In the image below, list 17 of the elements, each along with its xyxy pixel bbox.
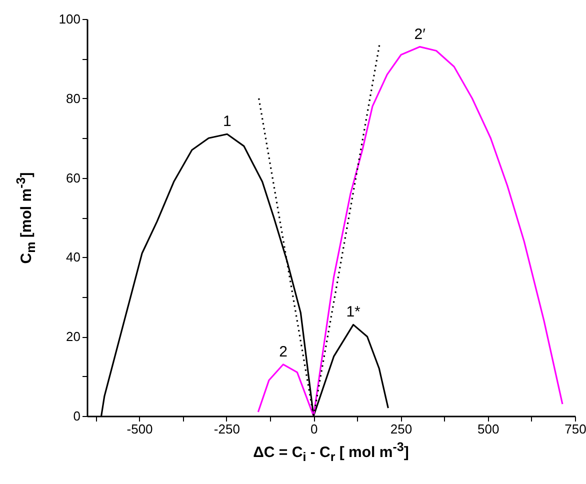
y-tick-label: 80 [66, 90, 80, 106]
series-label: 1 [222, 113, 232, 130]
series-label: 2′ [414, 26, 426, 43]
series-label: 2 [279, 343, 288, 360]
x-tick-label: 0 [310, 422, 318, 436]
y-tick-label: 0 [73, 408, 80, 424]
y-tick-label: 100 [58, 12, 80, 26]
x-tick-label: 750 [564, 422, 586, 436]
x-tick-label: 500 [478, 422, 500, 436]
x-tick-label: -250 [214, 422, 240, 436]
y-tick-label: 60 [66, 170, 80, 186]
series-label: 1* [346, 304, 361, 321]
y-tick-label: 40 [66, 250, 80, 265]
y-tick-label: 20 [66, 329, 80, 344]
x-tick-label: 250 [390, 422, 412, 436]
x-axis-title: ΔC = C$_{i}$ - C$_{r}$ [ mol m$^{-3}$] [253, 440, 409, 464]
x-tick-label: -500 [126, 422, 153, 436]
